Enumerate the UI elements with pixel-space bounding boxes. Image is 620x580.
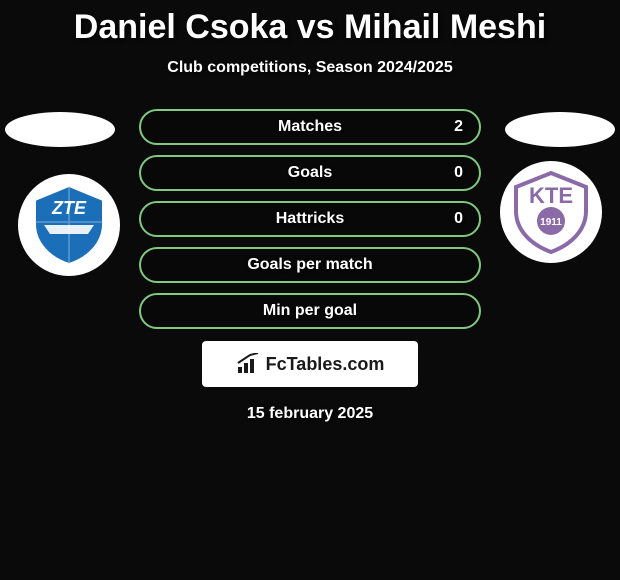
stats-column: Matches 2 Goals 0 Hattricks 0 Goals per … bbox=[139, 109, 481, 329]
stat-row-min-per-goal: Min per goal bbox=[139, 293, 481, 329]
club-badge-left: ZTE bbox=[18, 174, 120, 276]
stat-row-matches: Matches 2 bbox=[139, 109, 481, 145]
stat-label: Hattricks bbox=[276, 210, 344, 228]
stat-value: 0 bbox=[454, 164, 463, 182]
stat-label: Matches bbox=[278, 118, 342, 136]
page-title: Daniel Csoka vs Mihail Meshi bbox=[0, 0, 620, 47]
branding-text: FcTables.com bbox=[236, 353, 385, 375]
player-avatar-left bbox=[5, 112, 115, 147]
stat-label: Min per goal bbox=[263, 302, 357, 320]
svg-text:ZTE: ZTE bbox=[51, 198, 87, 218]
branding-label: FcTables.com bbox=[266, 354, 385, 375]
content-area: ZTE KTE 1911 Matches 2 Goals 0 Hattrick bbox=[0, 109, 620, 423]
kte-logo-icon: KTE 1911 bbox=[504, 165, 598, 259]
stat-row-goals: Goals 0 bbox=[139, 155, 481, 191]
stat-value: 0 bbox=[454, 210, 463, 228]
stat-label: Goals bbox=[288, 164, 332, 182]
player-avatar-right bbox=[505, 112, 615, 147]
stat-label: Goals per match bbox=[247, 256, 372, 274]
subtitle: Club competitions, Season 2024/2025 bbox=[0, 59, 620, 77]
stat-row-goals-per-match: Goals per match bbox=[139, 247, 481, 283]
stat-value: 2 bbox=[454, 118, 463, 136]
svg-text:1911: 1911 bbox=[540, 217, 562, 228]
branding-box[interactable]: FcTables.com bbox=[202, 341, 418, 387]
zte-logo-icon: ZTE bbox=[24, 180, 114, 270]
date-text: 15 february 2025 bbox=[0, 405, 620, 423]
stat-row-hattricks: Hattricks 0 bbox=[139, 201, 481, 237]
club-badge-right: KTE 1911 bbox=[500, 161, 602, 263]
chart-icon bbox=[236, 353, 262, 375]
comparison-card: Daniel Csoka vs Mihail Meshi Club compet… bbox=[0, 0, 620, 423]
svg-text:KTE: KTE bbox=[529, 183, 573, 208]
